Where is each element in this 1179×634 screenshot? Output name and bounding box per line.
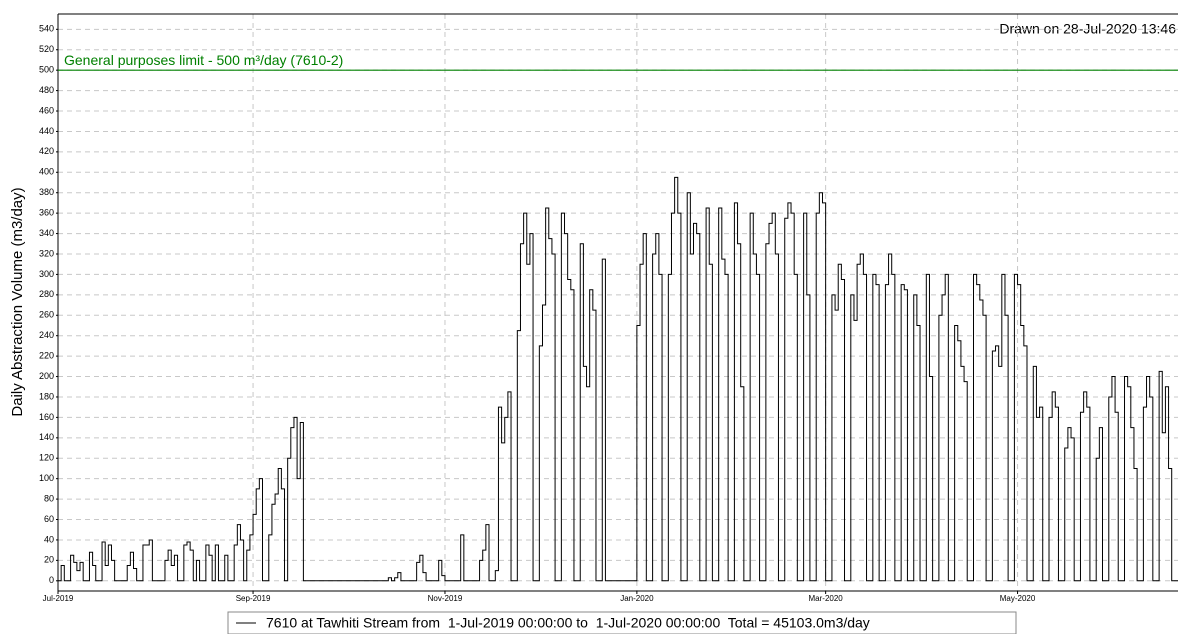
x-tick-label: Jan-2020 bbox=[620, 594, 654, 603]
y-tick-label: 200 bbox=[39, 371, 54, 381]
y-tick-label: 80 bbox=[44, 493, 54, 503]
y-tick-label: 360 bbox=[39, 208, 54, 218]
y-tick-label: 480 bbox=[39, 85, 54, 95]
y-tick-label: 520 bbox=[39, 44, 54, 54]
y-tick-label: 460 bbox=[39, 105, 54, 115]
y-tick-label: 160 bbox=[39, 412, 54, 422]
y-tick-label: 320 bbox=[39, 248, 54, 258]
y-tick-label: 180 bbox=[39, 391, 54, 401]
legend-label: 7610 at Tawhiti Stream from 1-Jul-2019 0… bbox=[266, 615, 870, 631]
y-tick-label: 540 bbox=[39, 24, 54, 34]
y-tick-label: 400 bbox=[39, 167, 54, 177]
y-tick-label: 120 bbox=[39, 453, 54, 463]
x-tick-label: Sep-2019 bbox=[236, 594, 271, 603]
y-tick-label: 40 bbox=[44, 534, 54, 544]
y-tick-label: 440 bbox=[39, 126, 54, 136]
y-tick-label: 340 bbox=[39, 228, 54, 238]
y-tick-label: 140 bbox=[39, 432, 54, 442]
y-tick-label: 280 bbox=[39, 289, 54, 299]
data-line bbox=[58, 176, 1178, 582]
x-tick-label: Mar-2020 bbox=[809, 594, 844, 603]
y-tick-label: 100 bbox=[39, 473, 54, 483]
y-tick-label: 260 bbox=[39, 310, 54, 320]
y-tick-label: 220 bbox=[39, 350, 54, 360]
y-axis-label: Daily Abstraction Volume (m3/day) bbox=[9, 187, 26, 416]
legend-box bbox=[227, 611, 1017, 634]
x-tick-label: May-2020 bbox=[1000, 594, 1036, 603]
y-tick-label: 380 bbox=[39, 187, 54, 197]
y-tick-label: 0 bbox=[49, 575, 54, 585]
y-tick-label: 240 bbox=[39, 330, 54, 340]
limit-label: General purposes limit - 500 m³/day (761… bbox=[64, 52, 343, 68]
y-tick-label: 500 bbox=[39, 65, 54, 75]
y-tick-label: 60 bbox=[44, 514, 54, 524]
x-tick-label: Nov-2019 bbox=[428, 594, 463, 603]
y-tick-label: 420 bbox=[39, 146, 54, 156]
annotation: Drawn on 28-Jul-2020 13:46 bbox=[999, 21, 1176, 37]
x-tick-label: Jul-2019 bbox=[43, 594, 74, 603]
y-tick-label: 20 bbox=[44, 555, 54, 565]
y-tick-label: 300 bbox=[39, 269, 54, 279]
